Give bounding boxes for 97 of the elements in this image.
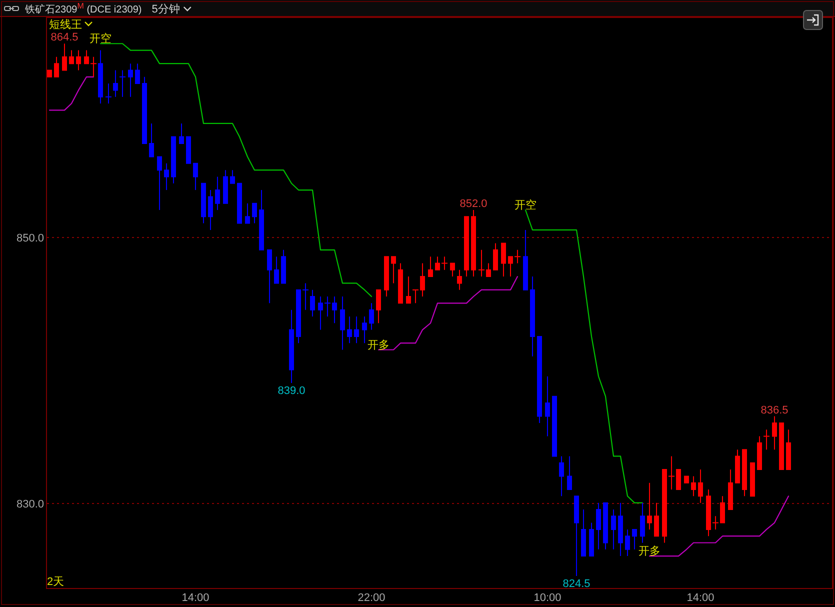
candlestick — [237, 182, 242, 224]
candlestick — [618, 502, 623, 557]
x-tick-label: 14:00 — [686, 592, 714, 604]
candlestick — [369, 302, 374, 330]
annotation: 824.5 — [562, 578, 590, 590]
candlestick — [164, 162, 169, 191]
candlestick — [428, 256, 433, 278]
candlestick — [201, 182, 206, 224]
candlestick — [574, 496, 579, 577]
candlestick — [398, 262, 403, 304]
candlestick — [471, 210, 476, 278]
candlestick — [779, 422, 784, 470]
candlestick — [142, 76, 147, 144]
candlestick — [289, 309, 294, 384]
candlestick — [47, 70, 52, 78]
x-tick-label: 10:00 — [534, 592, 562, 604]
annotation: 开空 — [90, 33, 112, 46]
candlestick — [384, 256, 389, 298]
candlestick — [362, 316, 367, 344]
candlestick — [728, 469, 733, 510]
candlestick — [698, 469, 703, 504]
candlestick — [654, 502, 659, 537]
candlestick — [632, 528, 637, 550]
candlestick — [113, 70, 118, 98]
candlestick — [267, 249, 272, 304]
candlestick — [310, 289, 315, 317]
candlestick — [171, 136, 176, 184]
candlestick — [54, 56, 59, 78]
candlestick — [215, 176, 220, 210]
candlestick — [523, 229, 528, 290]
y-tick-label: 850.0 — [16, 232, 44, 244]
candlestick — [76, 50, 81, 71]
annotation: 864.5 — [50, 32, 78, 44]
chart-subtitle: 5分钟 — [152, 4, 180, 16]
candlestick — [501, 242, 506, 278]
candlestick — [223, 170, 228, 204]
candlestick — [245, 202, 250, 224]
candlestick — [772, 416, 777, 450]
candlestick — [464, 216, 469, 278]
annotation: 839.0 — [278, 385, 306, 398]
candlestick — [376, 289, 381, 324]
annotation: 开多 — [368, 339, 390, 352]
candlestick — [757, 436, 762, 470]
annotation: 开空 — [514, 200, 536, 212]
candlestick — [786, 429, 791, 470]
candlestick — [552, 396, 557, 457]
annotation: 2天 — [47, 576, 64, 588]
x-tick-label: 22:00 — [358, 592, 386, 604]
candlestick — [735, 449, 740, 484]
candlestick — [128, 63, 133, 98]
candlestick — [98, 50, 103, 104]
x-tick-label: 14:00 — [182, 592, 210, 604]
candlestick — [684, 476, 689, 484]
candlestick — [530, 276, 535, 357]
annotation: 852.0 — [460, 198, 488, 210]
candlestick — [354, 316, 359, 344]
candlestick — [750, 462, 755, 497]
candlestick — [742, 449, 747, 497]
candlestick — [69, 50, 74, 64]
candlestick — [647, 482, 652, 530]
candlestick — [391, 256, 396, 284]
candlestick — [340, 296, 345, 350]
annotation: 836.5 — [760, 404, 788, 416]
candlestick — [406, 276, 411, 304]
candlestick — [62, 43, 67, 71]
candlestick — [640, 502, 645, 544]
candlestick — [450, 262, 455, 278]
candlestick — [493, 242, 498, 270]
candlestick — [611, 508, 616, 550]
candlestick — [691, 476, 696, 497]
candlestick — [545, 376, 550, 437]
candlestick — [259, 190, 264, 250]
candlestick — [208, 190, 213, 230]
annotation: 开多 — [638, 546, 660, 558]
candlestick — [252, 202, 257, 224]
candlestick — [193, 162, 198, 191]
candlestick — [581, 508, 586, 557]
candlestick — [457, 269, 462, 290]
candlestick — [274, 256, 279, 284]
candlestick — [589, 522, 594, 557]
candlestick — [347, 316, 352, 344]
chart-title: 铁矿石2309$^{M}$ (DCE i2309) — [24, 2, 142, 16]
candlestick — [157, 156, 162, 210]
candlestick — [135, 63, 140, 84]
candlestick — [567, 456, 572, 490]
candlestick — [559, 456, 564, 497]
candlestick — [281, 249, 286, 284]
y-tick-label: 830.0 — [16, 498, 44, 510]
legend-title: 短线王 — [49, 19, 82, 31]
candlestick — [186, 136, 191, 164]
candlestick — [537, 336, 542, 424]
candlestick — [149, 122, 154, 158]
candlestick — [179, 122, 184, 144]
candlestick — [230, 170, 235, 184]
candlestick — [596, 502, 601, 550]
candlestick — [603, 502, 608, 550]
candlestick — [625, 528, 630, 557]
